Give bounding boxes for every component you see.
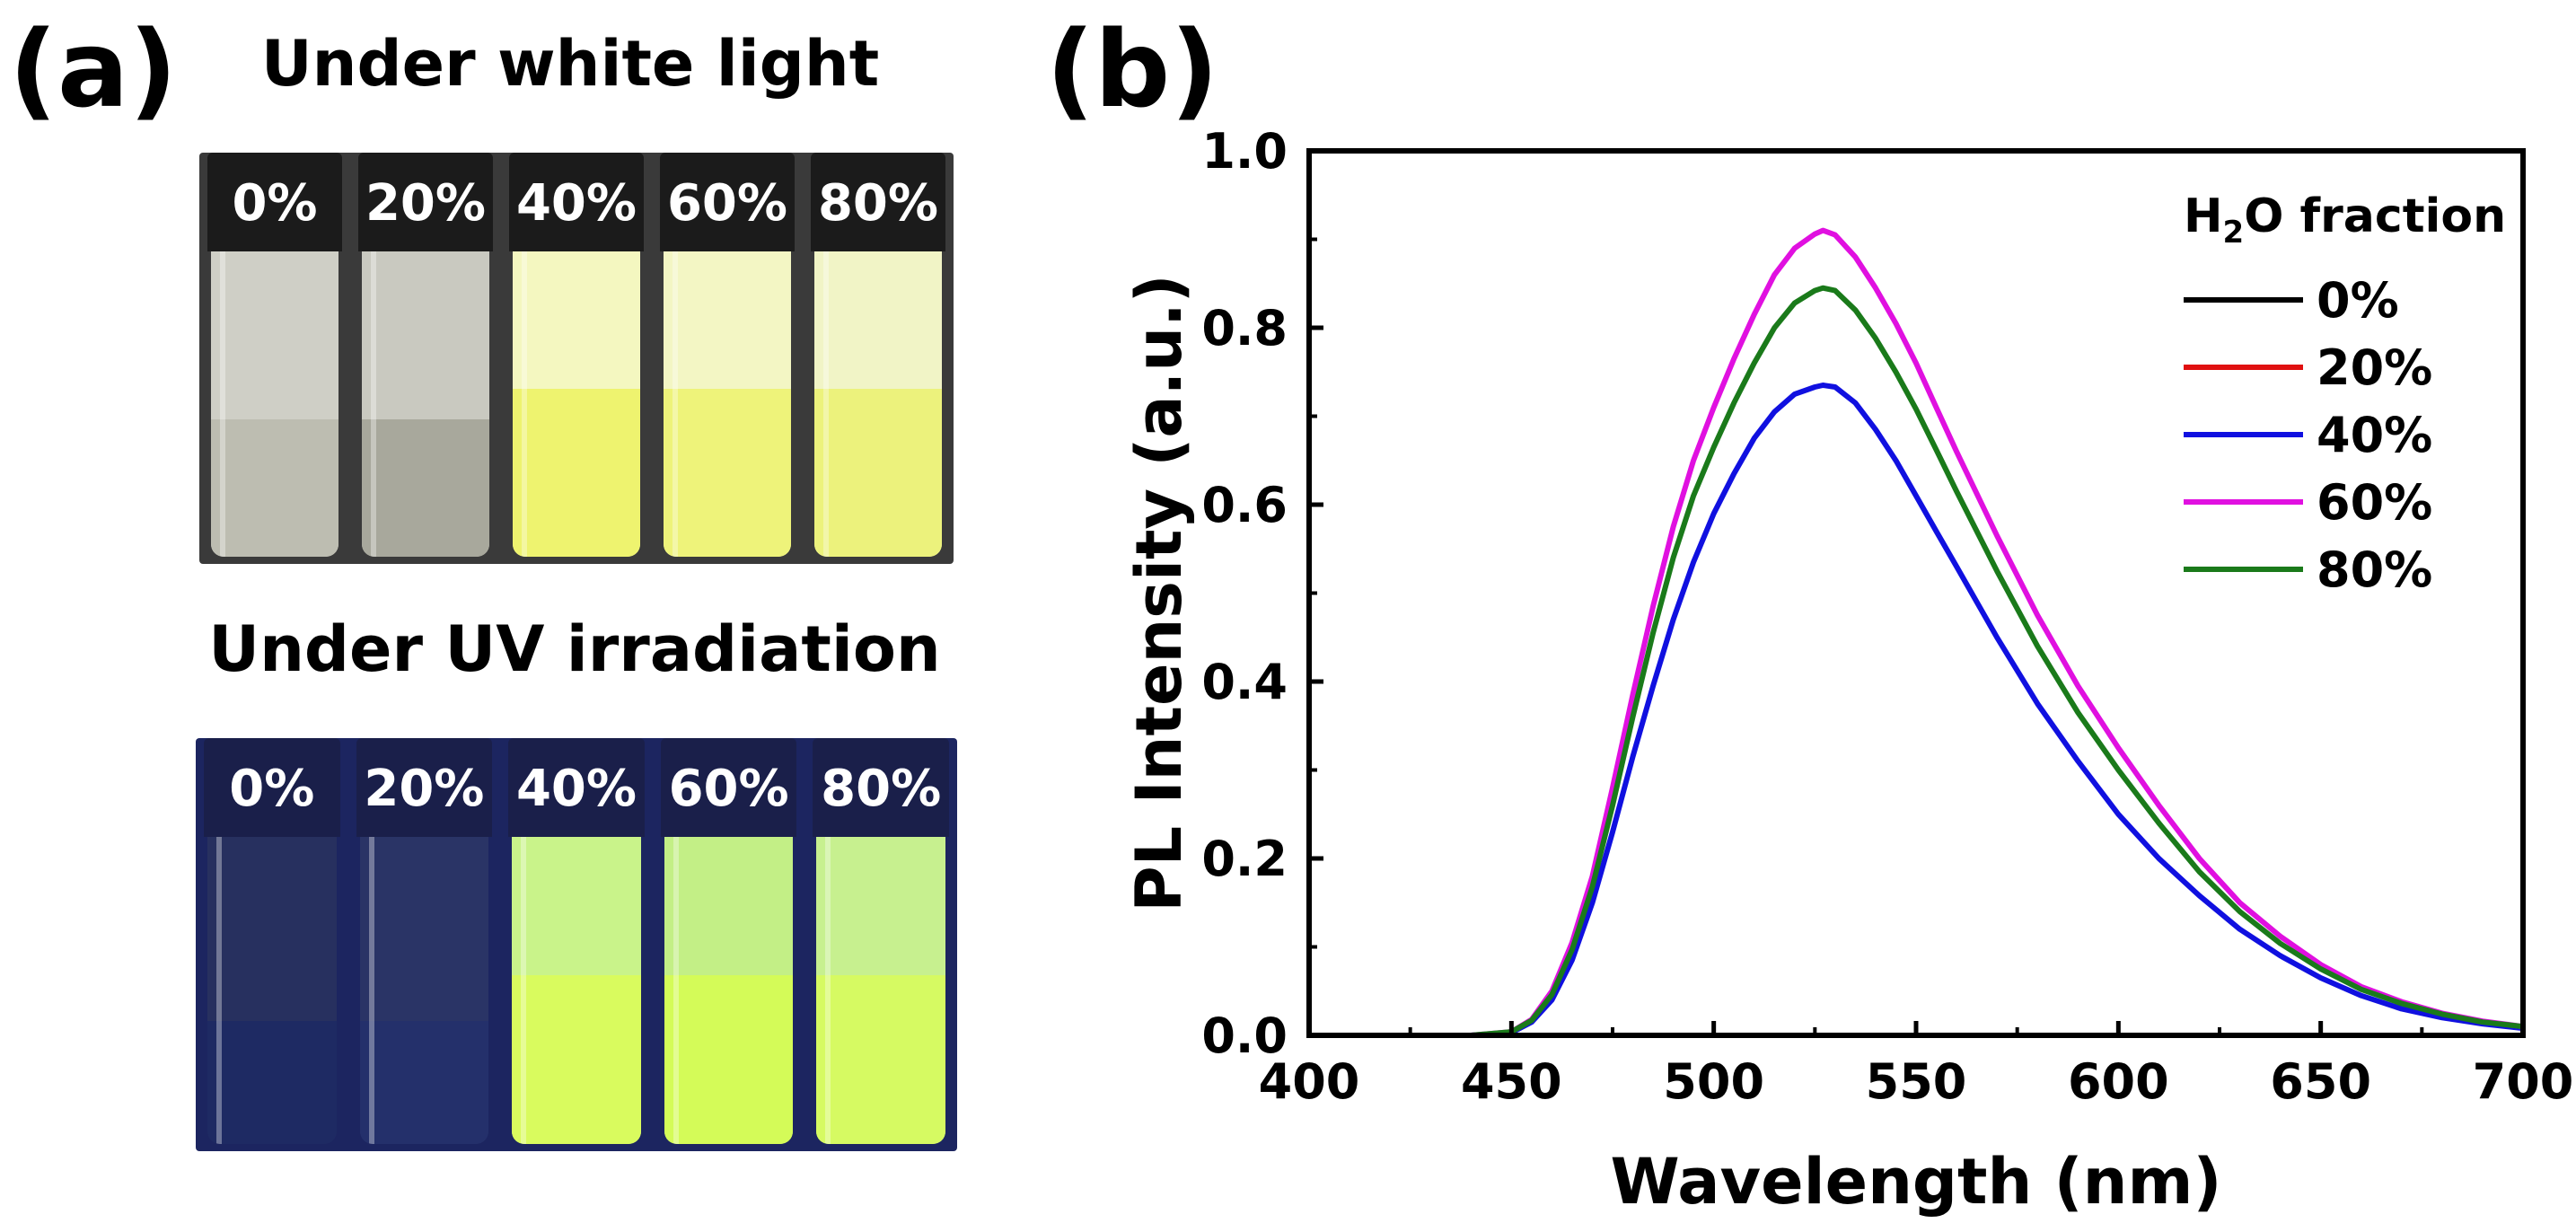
vial-glass-highlight — [371, 251, 376, 557]
vial-cap — [508, 738, 645, 837]
y-tick-label: 1.0 — [1201, 123, 1288, 180]
vial — [513, 251, 640, 557]
vial-label: 20% — [364, 760, 485, 818]
vial — [816, 837, 945, 1144]
vial-cap — [207, 153, 342, 251]
y-tick-label: 0.4 — [1201, 654, 1288, 710]
y-tick-label: 0.6 — [1201, 477, 1288, 533]
legend-title: H2O fraction — [2184, 189, 2506, 251]
vial-label: 60% — [668, 760, 789, 818]
vial-glass-highlight — [673, 251, 678, 557]
y-tick-label: 0.8 — [1201, 300, 1288, 356]
series-line-40pct — [1309, 383, 2524, 1038]
vial — [664, 251, 791, 557]
vial — [814, 251, 942, 557]
vial-liquid — [512, 974, 641, 1144]
panel-b-label: (b) — [1046, 7, 1219, 131]
vial-glass-highlight — [220, 251, 225, 557]
vial — [207, 837, 337, 1144]
series-line-60pct — [1309, 227, 2524, 1038]
y-axis-label: PL Intensity (a.u.) — [1122, 274, 1196, 911]
plot-frame — [1306, 148, 2526, 1038]
vial-cap — [509, 153, 644, 251]
x-tick-label: 500 — [1663, 1053, 1764, 1110]
legend-item-label: 20% — [2317, 339, 2432, 396]
vial-cap — [204, 738, 340, 837]
vial-cap — [358, 153, 493, 251]
vial-glass-highlight — [216, 837, 222, 1144]
vial-glass-highlight — [522, 251, 527, 557]
legend-item-label: 60% — [2317, 474, 2432, 531]
vial-label: 40% — [515, 174, 637, 233]
vial-label: 40% — [515, 760, 637, 818]
vial-label: 0% — [232, 174, 318, 233]
x-tick-label: 400 — [1259, 1053, 1360, 1110]
vial-glass-highlight — [673, 837, 679, 1144]
uv-photo: 0% 20% 40% 60% 80% — [196, 738, 957, 1151]
vial-liquid — [816, 974, 945, 1144]
vial-cap — [356, 738, 493, 837]
vial-liquid — [664, 974, 794, 1144]
vial-liquid — [814, 389, 942, 557]
x-tick-label: 450 — [1461, 1053, 1562, 1110]
vial-liquid — [664, 389, 791, 557]
vial-glass-highlight — [368, 837, 374, 1144]
legend: H2O fraction 0% 20% 40% 60% 80% — [2184, 189, 2506, 598]
vial — [362, 251, 489, 557]
y-tick-label: 0.0 — [1201, 1008, 1288, 1064]
white-light-photo: 0% 20% 40% 60% 80% — [199, 153, 954, 564]
vial-glass-highlight — [521, 837, 527, 1144]
vial-cap — [660, 738, 797, 837]
y-tick-label: 0.2 — [1201, 831, 1288, 887]
vial-liquid — [362, 419, 489, 557]
vial-label: 80% — [817, 174, 939, 233]
vial-label: 20% — [365, 174, 487, 233]
x-tick-label: 700 — [2473, 1053, 2574, 1110]
x-tick-label: 600 — [2068, 1053, 2169, 1110]
vial-cap — [660, 153, 795, 251]
series-line-80pct — [1309, 285, 2524, 1038]
legend-title-rest: O fraction — [2244, 189, 2506, 243]
vial-liquid — [359, 1021, 489, 1144]
uv-title: Under UV irradiation — [208, 612, 941, 686]
legend-title-h: H — [2184, 189, 2223, 243]
vial-cap — [811, 153, 945, 251]
vial-liquid — [207, 1021, 337, 1144]
x-axis-label: Wavelength (nm) — [1611, 1145, 2222, 1219]
vial — [211, 251, 338, 557]
vial-liquid — [211, 419, 338, 557]
legend-item-label: 0% — [2317, 272, 2399, 329]
vial-glass-highlight — [825, 837, 831, 1144]
vial-liquid — [513, 389, 640, 557]
vial — [512, 837, 641, 1144]
panel-a-label: (a) — [9, 7, 178, 131]
x-tick-label: 650 — [2270, 1053, 2371, 1110]
x-tick-label: 550 — [1866, 1053, 1967, 1110]
vial — [664, 837, 794, 1144]
legend-item-label: 40% — [2317, 407, 2432, 463]
vial-label: 60% — [666, 174, 788, 233]
legend-item-label: 80% — [2317, 541, 2432, 598]
vial — [359, 837, 489, 1144]
vial-label: 0% — [229, 760, 315, 818]
vial-label: 80% — [821, 760, 942, 818]
legend-title-sub: 2 — [2223, 215, 2245, 251]
white-light-title: Under white light — [260, 27, 880, 101]
vial-cap — [813, 738, 949, 837]
vial-glass-highlight — [823, 251, 829, 557]
